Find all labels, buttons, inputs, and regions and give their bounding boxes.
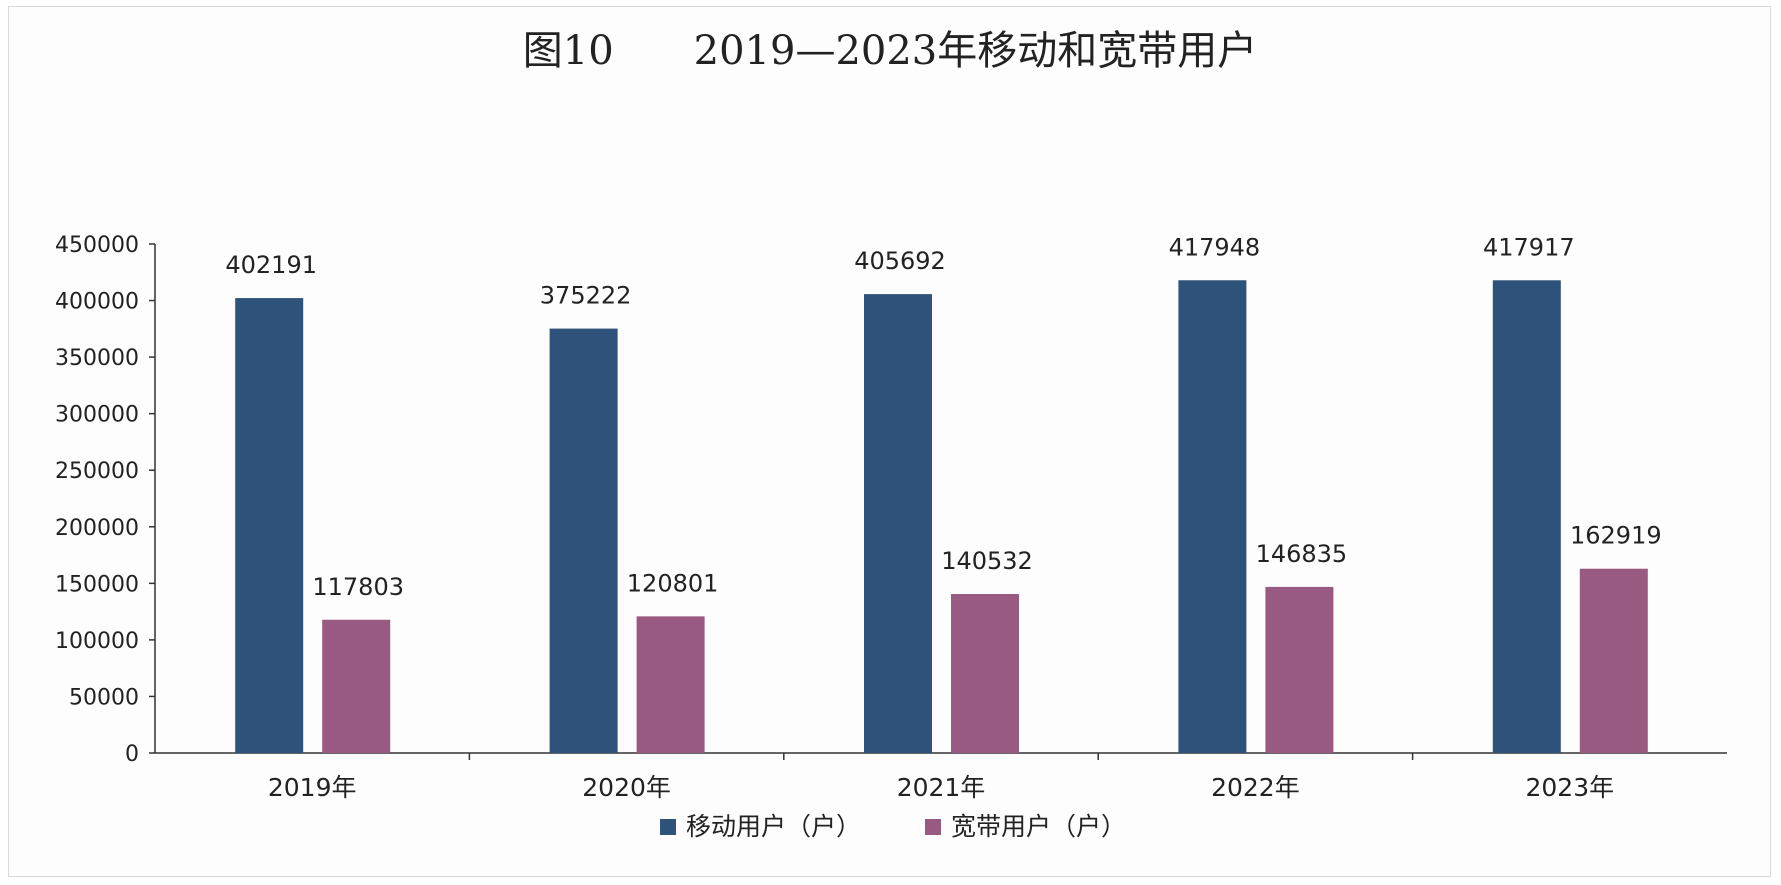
y-tick-label: 200000	[55, 516, 139, 541]
bar	[1492, 280, 1561, 753]
y-tick-label: 400000	[55, 290, 139, 315]
x-tick-label: 2020年	[582, 773, 671, 802]
y-tick-label: 250000	[55, 459, 139, 484]
data-labels-group: 402191 117803 375222 120801 405692 140532 4179…	[225, 233, 1661, 600]
y-tick-label: 450000	[55, 233, 139, 258]
legend-swatch	[660, 819, 676, 835]
data-label: 120801	[627, 569, 719, 597]
y-tick-label: 0	[125, 742, 139, 767]
bar	[549, 328, 618, 753]
bar	[636, 616, 705, 753]
bars-group	[235, 280, 1648, 753]
data-label: 146835	[1256, 540, 1348, 568]
y-tick-label: 350000	[55, 346, 139, 371]
legend-label: 移动用户（户）	[686, 812, 861, 841]
bar	[1579, 568, 1648, 753]
x-tick-label: 2019年	[268, 773, 357, 802]
bar	[864, 294, 932, 753]
data-label: 375222	[540, 282, 632, 310]
chart-title: 图10 2019—2023年移动和宽带用户	[523, 28, 1258, 74]
data-label: 417917	[1483, 233, 1575, 261]
data-label: 140532	[941, 547, 1033, 575]
x-tick-label: 2023年	[1525, 773, 1614, 802]
data-label: 402191	[225, 251, 317, 279]
data-label: 417948	[1169, 233, 1261, 261]
y-tick-label: 100000	[55, 629, 139, 654]
bar	[322, 619, 391, 753]
legend-swatch	[925, 819, 941, 835]
y-tick-label: 50000	[69, 685, 139, 710]
x-tick-label: 2021年	[897, 773, 986, 802]
data-label: 405692	[854, 247, 946, 275]
data-label: 117803	[312, 573, 404, 601]
bar	[1265, 586, 1334, 753]
legend-label: 宽带用户（户）	[951, 812, 1126, 841]
data-label: 162919	[1570, 522, 1662, 550]
bar	[1178, 280, 1247, 753]
bar	[235, 298, 304, 753]
chart-axes: 0 50000 100000 150000 200000 250000 300000 3500…	[55, 233, 1727, 802]
x-tick-label: 2022年	[1211, 773, 1300, 802]
bar	[951, 594, 1019, 753]
y-tick-label: 150000	[55, 572, 139, 597]
y-tick-label: 300000	[55, 403, 139, 428]
legend: 移动用户（户） 宽带用户（户）	[660, 812, 1126, 841]
